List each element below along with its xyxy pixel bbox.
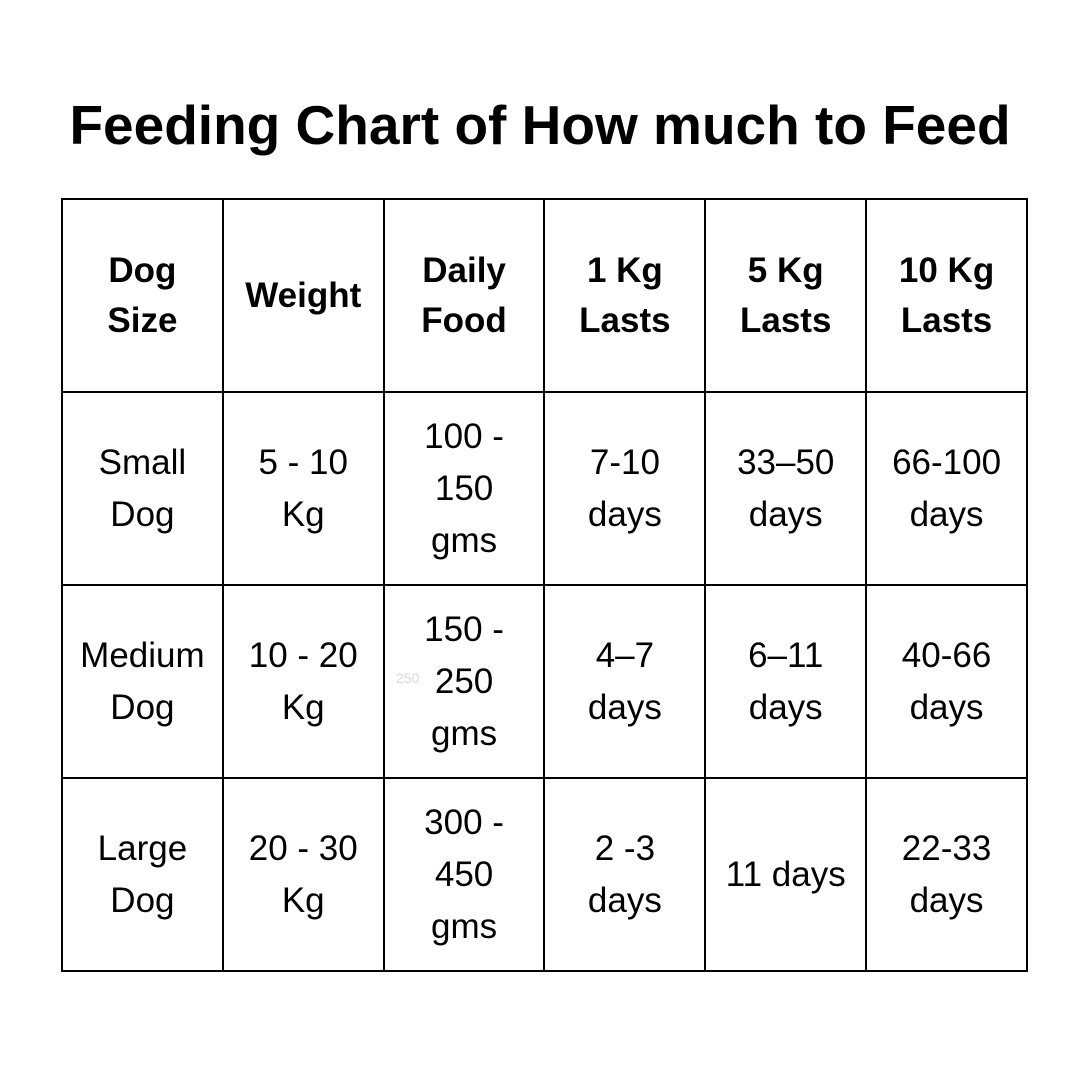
cell-text: 2 -3 days (587, 828, 662, 920)
cell-1kg-lasts: 4–7 days (543, 584, 707, 779)
cell-text: 10 - 20 Kg (248, 635, 358, 727)
cell-5kg-lasts: 6–11 days (704, 584, 868, 779)
header-1kg-lasts: 1 Kg Lasts (543, 198, 707, 393)
cell-text: 40-66 days (901, 635, 992, 727)
header-1kg-lasts-label: 1 Kg Lasts (579, 250, 671, 340)
cell-text: Small Dog (98, 442, 187, 534)
cell-text: 11 days (725, 854, 846, 894)
table-header-row: Dog Size Weight Daily Food 1 Kg Lasts 5 Kg L… (61, 198, 1028, 393)
cell-text: 20 - 30 Kg (248, 828, 358, 920)
cell-daily-food: 300 -450 gms (382, 777, 546, 972)
cell-text: 4–7 days (587, 635, 662, 727)
cell-text: 6–11 days (748, 635, 824, 727)
cell-daily-food: 150 -250 gms (382, 584, 546, 779)
header-weight-label: Weight (245, 275, 362, 315)
cell-text: 22-33 days (901, 828, 992, 920)
cell-weight: 5 - 10 Kg (221, 391, 385, 586)
table-row: Small Dog 5 - 10 Kg 100 -150 gms 7-10 days 3… (61, 391, 1028, 586)
header-10kg-lasts-label: 10 Kg Lasts (898, 250, 995, 340)
cell-text: 66-100 days (892, 442, 1002, 534)
header-5kg-lasts-label: 5 Kg Lasts (740, 250, 832, 340)
cell-1kg-lasts: 7-10 days (543, 391, 707, 586)
cell-5kg-lasts: 11 days (704, 777, 868, 972)
cell-text: 300 -450 gms (424, 802, 504, 946)
cell-text: 33–50 days (737, 442, 835, 534)
cell-text: 7-10 days (587, 442, 662, 534)
cell-dog-size: Small Dog (61, 391, 224, 586)
cell-1kg-lasts: 2 -3 days (543, 777, 707, 972)
header-daily-food-label: Daily Food (421, 250, 507, 340)
cell-10kg-lasts: 22-33 days (865, 777, 1028, 972)
cell-weight: 10 - 20 Kg (221, 584, 385, 779)
header-dog-size: Dog Size (61, 198, 224, 393)
table-row: Medium Dog 10 - 20 Kg 150 -250 gms 4–7 days … (61, 584, 1028, 779)
faint-watermark-text: 250 (396, 670, 420, 686)
cell-text: Large Dog (97, 828, 188, 920)
cell-10kg-lasts: 40-66 days (865, 584, 1028, 779)
header-5kg-lasts: 5 Kg Lasts (704, 198, 868, 393)
cell-dog-size: Medium Dog (61, 584, 224, 779)
cell-dog-size: Large Dog (61, 777, 224, 972)
table-row: Large Dog 20 - 30 Kg 300 -450 gms 2 -3 days … (61, 777, 1028, 972)
header-10kg-lasts: 10 Kg Lasts (865, 198, 1028, 393)
header-daily-food: Daily Food (382, 198, 546, 393)
cell-5kg-lasts: 33–50 days (704, 391, 868, 586)
cell-daily-food: 100 -150 gms (382, 391, 546, 586)
page-title: Feeding Chart of How much to Feed (69, 94, 1011, 156)
header-dog-size-label: Dog Size (107, 250, 178, 340)
feeding-chart-table: Dog Size Weight Daily Food 1 Kg Lasts 5 Kg L… (61, 198, 1028, 972)
cell-text: Medium Dog (80, 635, 205, 727)
cell-weight: 20 - 30 Kg (221, 777, 385, 972)
header-weight: Weight (221, 198, 385, 393)
cell-10kg-lasts: 66-100 days (865, 391, 1028, 586)
cell-text: 5 - 10 Kg (258, 442, 348, 534)
cell-text: 100 -150 gms (424, 416, 504, 560)
cell-text: 150 -250 gms (424, 609, 504, 753)
